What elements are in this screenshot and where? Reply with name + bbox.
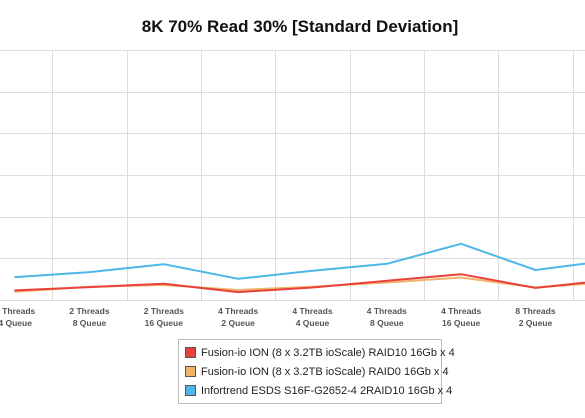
legend-label-1: Fusion-io ION (8 x 3.2TB ioScale) RAID10… bbox=[201, 346, 455, 359]
x-tick-label: 4 Threads bbox=[367, 306, 407, 316]
legend-item-3[interactable]: Infortrend ESDS S16F-G2652-4 2RAID10 16G… bbox=[185, 381, 452, 400]
x-tick-label: 8 Threads bbox=[515, 306, 555, 316]
series-line-1 bbox=[14, 273, 585, 294]
x-tick-label: 4 Queue bbox=[0, 318, 32, 328]
x-tick-label: 2 Queue bbox=[519, 318, 553, 328]
x-tick-label: 4 Threads bbox=[292, 306, 332, 316]
x-tick-label: 8 Queue bbox=[370, 318, 404, 328]
x-tick-label: 4 Threads bbox=[218, 306, 258, 316]
series-line-3 bbox=[14, 242, 585, 280]
legend-label-3: Infortrend ESDS S16F-G2652-4 2RAID10 16G… bbox=[201, 384, 453, 397]
x-tick-label: 16 Queue bbox=[442, 318, 481, 328]
x-tick-label: 4 Threads bbox=[441, 306, 481, 316]
legend-item-1[interactable]: Fusion-io ION (8 x 3.2TB ioScale) RAID10… bbox=[185, 343, 455, 362]
chart-legend: Fusion-io ION (8 x 3.2TB ioScale) RAID10… bbox=[178, 339, 455, 404]
x-tick-label: 2 Queue bbox=[221, 318, 255, 328]
chart-title: 8K 70% Read 30% [Standard Deviation] bbox=[141, 17, 459, 36]
x-tick-label: 2 Threads bbox=[69, 306, 109, 316]
legend-swatch-2 bbox=[185, 366, 196, 377]
x-tick-label: 8 Queue bbox=[73, 318, 107, 328]
x-tick-label: 2 Threads bbox=[144, 306, 184, 316]
legend-swatch-3 bbox=[185, 385, 196, 396]
legend-swatch-1 bbox=[185, 347, 196, 358]
x-tick-label: 16 Queue bbox=[145, 318, 184, 328]
x-tick-label: 4 Queue bbox=[296, 318, 330, 328]
legend-label-2: Fusion-io ION (8 x 3.2TB ioScale) RAID0 … bbox=[201, 365, 449, 378]
legend-item-2[interactable]: Fusion-io ION (8 x 3.2TB ioScale) RAID0 … bbox=[185, 362, 449, 381]
series-line-2 bbox=[14, 276, 585, 293]
x-tick-label: 2 Threads bbox=[0, 306, 36, 316]
